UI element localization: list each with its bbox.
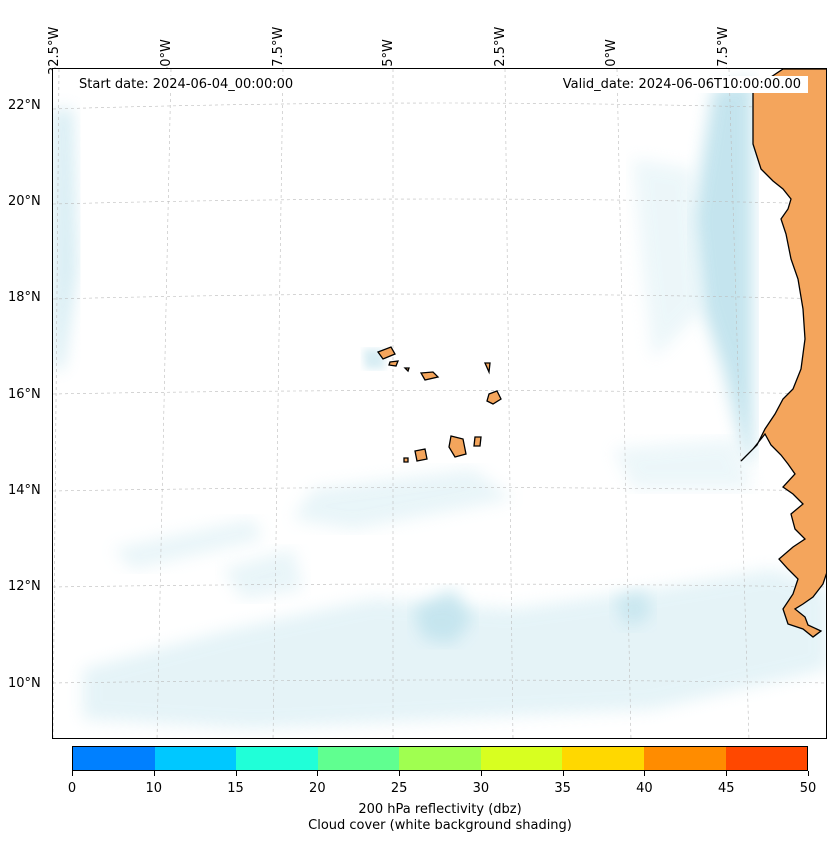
colorbar-tick: [317, 771, 319, 776]
latitude-label: 16°N: [8, 387, 41, 402]
colorbar-tick: [480, 771, 482, 776]
colorbar-subtitle: Cloud cover (white background shading): [308, 818, 572, 833]
colorbar-tick: [808, 771, 809, 776]
colorbar-tick: [644, 771, 646, 776]
cape-verde-islands: [376, 346, 502, 463]
colorbar-segment: [399, 747, 481, 770]
colorbar-tick-label: 0: [67, 781, 77, 796]
colorbar-tick-label: 25: [390, 781, 408, 796]
colorbar-tick-label: 15: [227, 781, 244, 796]
colorbar-segment: [154, 747, 237, 770]
colorbar-tick-label: 10: [145, 781, 163, 796]
latitude-label: 14°N: [8, 483, 41, 498]
colorbar-title: 200 hPa reflectivity (dbz): [358, 802, 522, 817]
valid-date-label: Valid_date: 2024-06-06T10:00:00.00: [555, 76, 808, 93]
colorbar-tick: [562, 771, 564, 776]
colorbar-tick: [726, 771, 728, 776]
latitude-label: 12°N: [8, 579, 41, 594]
colorbar-tick-label: 50: [799, 781, 817, 796]
colorbar-segment: [725, 747, 808, 770]
colorbar: [72, 746, 808, 771]
colorbar-tick: [235, 771, 237, 776]
latitude-label: 22°N: [8, 98, 41, 113]
colorbar-tick: [399, 771, 401, 776]
map-canvas: [53, 69, 826, 738]
start-date-label: Start date: 2024-06-04_00:00:00: [72, 76, 301, 93]
cloud-cover-shading: [53, 79, 826, 729]
graticule: [53, 69, 826, 738]
colorbar-tick-label: 45: [717, 781, 735, 796]
colorbar-segment: [480, 747, 563, 770]
colorbar-tick-label: 30: [472, 781, 490, 796]
colorbar-segment: [317, 747, 400, 770]
colorbar-tick-label: 40: [636, 781, 653, 796]
colorbar-segment: [73, 747, 155, 770]
latitude-label: 10°N: [8, 676, 41, 691]
colorbar-segment: [643, 747, 726, 770]
colorbar-segment: [562, 747, 644, 770]
colorbar-tick-label: 20: [309, 781, 326, 796]
colorbar-tick: [72, 771, 73, 776]
africa-coastline: [740, 69, 826, 638]
colorbar-tick: [153, 771, 155, 776]
latitude-label: 20°N: [8, 194, 41, 209]
latitude-label: 18°N: [8, 290, 41, 305]
colorbar-segment: [236, 747, 318, 770]
colorbar-tick-label: 35: [554, 781, 571, 796]
map-frame: [52, 68, 827, 739]
